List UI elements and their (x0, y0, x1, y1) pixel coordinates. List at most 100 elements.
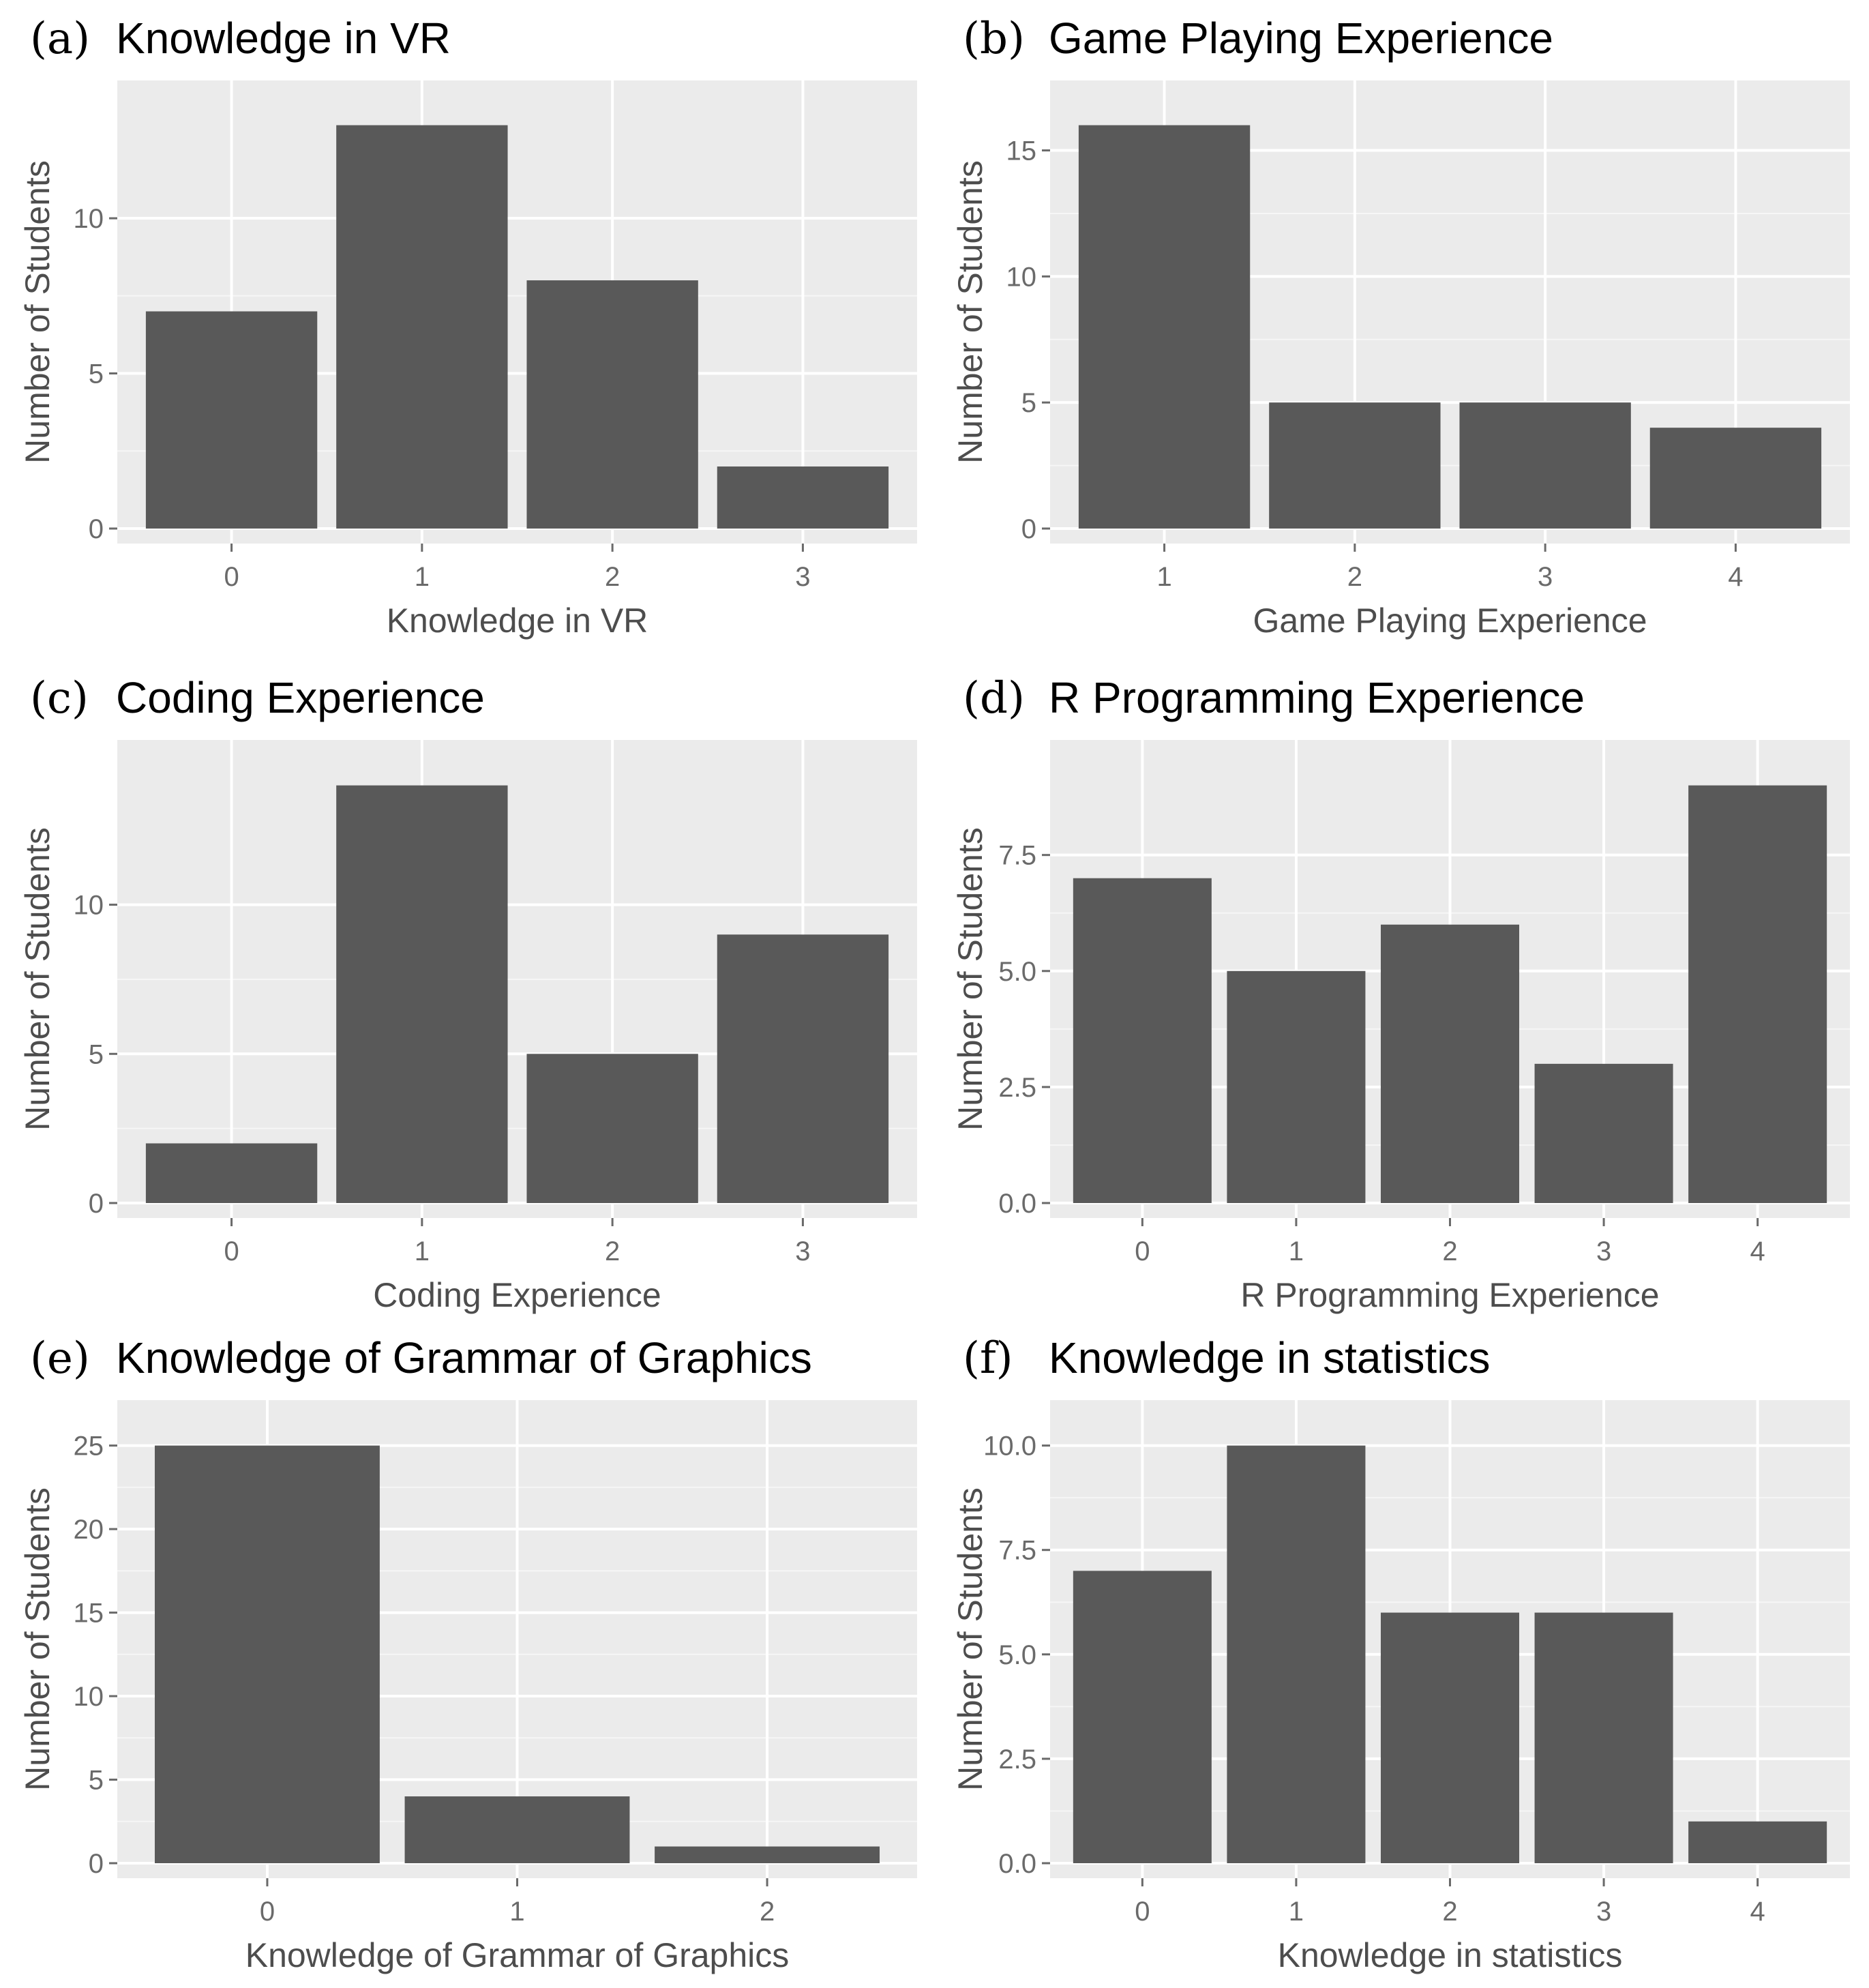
x-axis-title: Knowledge of Grammar of Graphics (245, 1936, 790, 1974)
x-axis-title: Knowledge in VR (387, 602, 648, 640)
y-tick-label: 20 (74, 1515, 104, 1545)
y-tick-label: 5 (89, 1766, 104, 1796)
chart-title: R Programming Experience (1049, 673, 1585, 722)
y-tick-label: 15 (1006, 136, 1037, 166)
bar (1380, 924, 1520, 1203)
bar (404, 1796, 630, 1863)
y-tick-label: 10 (1006, 262, 1037, 292)
chart-f: 0.0 2.5 5.0 7.5 10.0 0 1 2 3 4 Knowledge in statis… (951, 1333, 1850, 1974)
y-tick-label: 0.0 (998, 1189, 1036, 1219)
bar (1534, 1612, 1673, 1863)
bar (526, 1054, 698, 1203)
bar (717, 934, 889, 1203)
x-tick-label: 1 (415, 1236, 430, 1266)
panel-tag: (a) (30, 14, 90, 64)
x-tick-label: 2 (1442, 1236, 1457, 1266)
x-tick-label: 0 (224, 1236, 239, 1266)
bar (717, 466, 889, 529)
x-tick-label: 2 (760, 1897, 775, 1927)
y-tick-label: 10 (74, 1682, 104, 1712)
bar (336, 125, 508, 529)
x-tick-label: 1 (1289, 1236, 1304, 1266)
panel-tag: (d) (963, 673, 1025, 724)
x-tick-label: 3 (1596, 1897, 1611, 1927)
bar (1073, 1571, 1212, 1863)
y-tick-label: 5 (89, 1039, 104, 1069)
x-tick-label: 1 (415, 562, 430, 592)
chart-a: 0 5 10 0 1 2 3 Knowledge in VR Number of Student… (18, 14, 917, 640)
bar (1078, 125, 1251, 529)
x-axis-title: Game Playing Experience (1253, 602, 1647, 640)
x-tick-label: 2 (605, 1236, 620, 1266)
chart-title: Game Playing Experience (1049, 14, 1553, 63)
y-tick-label: 10 (74, 204, 104, 234)
bar (1649, 428, 1822, 529)
bar (1269, 402, 1441, 529)
y-tick-label: 5.0 (998, 957, 1036, 987)
bar (1380, 1612, 1520, 1863)
x-tick-label: 1 (1289, 1897, 1304, 1927)
y-tick-label: 7.5 (998, 841, 1036, 871)
y-tick-label: 2.5 (998, 1745, 1036, 1775)
x-tick-label: 2 (1347, 562, 1362, 592)
y-tick-label: 5 (1021, 388, 1036, 418)
x-tick-label: 0 (260, 1897, 275, 1927)
chart-title: Coding Experience (116, 673, 485, 722)
y-tick-label: 5 (89, 359, 104, 389)
x-tick-label: 2 (1442, 1897, 1457, 1927)
chart-title: Knowledge in VR (116, 14, 451, 63)
y-axis-title: Number of Students (951, 1487, 989, 1791)
x-tick-label: 3 (795, 562, 810, 592)
x-tick-label: 4 (1750, 1897, 1765, 1927)
y-axis-title: Number of Students (951, 827, 989, 1131)
x-axis-title: R Programming Experience (1240, 1276, 1659, 1314)
y-tick-label: 0 (1021, 514, 1036, 544)
y-tick-label: 0.0 (998, 1849, 1036, 1879)
bar (1688, 785, 1827, 1203)
bar (526, 280, 698, 529)
x-tick-label: 4 (1728, 562, 1743, 592)
panel-tag: (f) (963, 1333, 1013, 1384)
x-tick-label: 3 (1596, 1236, 1611, 1266)
panel-tag: (c) (30, 673, 89, 724)
chart-e: 0 5 10 15 20 25 0 1 2 Knowledge of Grammar of Gra… (18, 1333, 917, 1974)
bar (1227, 1445, 1366, 1863)
y-axis-title: Number of Students (18, 1487, 57, 1791)
x-axis-title: Coding Experience (373, 1276, 661, 1314)
y-tick-label: 0 (89, 1189, 104, 1219)
x-tick-label: 2 (605, 562, 620, 592)
panel-tag: (b) (963, 14, 1025, 64)
y-tick-label: 10 (74, 891, 104, 921)
y-tick-label: 7.5 (998, 1536, 1036, 1566)
bar (655, 1846, 880, 1863)
y-tick-label: 25 (74, 1431, 104, 1462)
y-axis-title: Number of Students (18, 827, 57, 1131)
x-tick-label: 1 (509, 1897, 524, 1927)
y-tick-label: 2.5 (998, 1073, 1036, 1103)
x-tick-label: 0 (224, 562, 239, 592)
bar (145, 1143, 318, 1203)
x-tick-label: 0 (1135, 1897, 1150, 1927)
x-axis-title: Knowledge in statistics (1278, 1936, 1623, 1974)
bar (1534, 1063, 1673, 1203)
chart-title: Knowledge of Grammar of Graphics (116, 1333, 812, 1382)
x-tick-label: 3 (795, 1236, 810, 1266)
y-tick-label: 10.0 (983, 1431, 1036, 1462)
chart-d: 0.0 2.5 5.0 7.5 0 1 2 3 4 R Programming Experienc… (951, 673, 1850, 1314)
x-tick-label: 1 (1156, 562, 1171, 592)
y-axis-title: Number of Students (18, 160, 57, 464)
y-tick-label: 15 (74, 1599, 104, 1629)
bar (1227, 970, 1366, 1203)
y-tick-label: 0 (89, 1849, 104, 1879)
y-tick-label: 5.0 (998, 1640, 1036, 1670)
chart-c: 0 5 10 0 1 2 3 Coding Experience Number of Stude… (18, 673, 917, 1314)
bar (1459, 402, 1631, 529)
bar (1073, 878, 1212, 1203)
x-tick-label: 3 (1538, 562, 1553, 592)
bar (336, 785, 508, 1203)
bar (154, 1445, 380, 1863)
bar (145, 311, 318, 529)
x-tick-label: 4 (1750, 1236, 1765, 1266)
chart-b: 0 5 10 15 1 2 3 4 Game Playing Experience Number … (951, 14, 1850, 640)
